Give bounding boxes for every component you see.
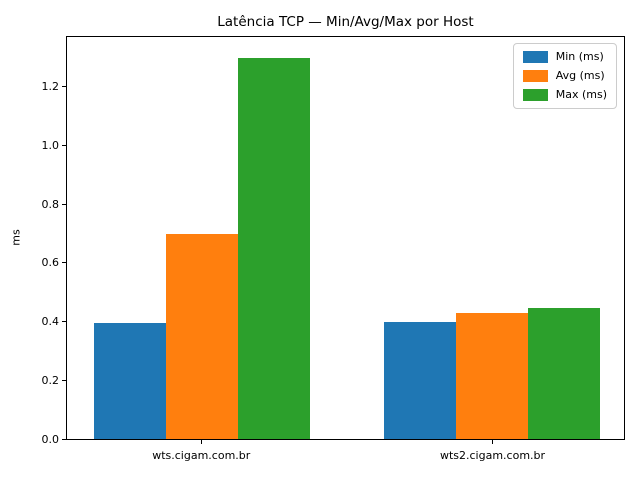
y-tick-mark	[62, 262, 66, 264]
legend-swatch-icon	[522, 89, 548, 101]
x-tick-label: wts.cigam.com.br	[152, 449, 251, 462]
chart-title: Latência TCP — Min/Avg/Max por Host	[217, 14, 474, 30]
bar-min-wts.cigam.com.br	[93, 323, 166, 439]
y-tick-label: 0.6	[41, 256, 60, 270]
legend: Min (ms) Avg (ms) Max (ms)	[512, 43, 617, 109]
legend-label: Min (ms)	[555, 50, 604, 63]
y-axis-label: ms	[9, 229, 23, 246]
y-tick-mark	[62, 438, 66, 440]
legend-label: Max (ms)	[555, 88, 607, 101]
x-tick-mark	[200, 440, 202, 444]
y-tick-mark	[62, 379, 66, 381]
bar-max-wts2.cigam.com.br	[527, 308, 600, 439]
y-tick-label: 0.4	[41, 315, 60, 329]
y-tick-label: 0.0	[41, 432, 60, 446]
bar-avg-wts2.cigam.com.br	[455, 312, 528, 439]
y-tick-label: 1.0	[41, 139, 60, 153]
legend-label: Avg (ms)	[555, 69, 605, 82]
y-tick-mark	[62, 321, 66, 323]
x-tick-mark	[492, 440, 494, 444]
legend-entry: Max (ms)	[522, 88, 607, 101]
legend-swatch-icon	[522, 70, 548, 82]
bar-min-wts2.cigam.com.br	[383, 321, 456, 439]
x-tick-label: wts2.cigam.com.br	[439, 449, 546, 462]
y-tick-label: 0.2	[41, 373, 60, 387]
legend-entry: Min (ms)	[522, 50, 607, 63]
y-tick-mark	[62, 86, 66, 88]
legend-swatch-icon	[522, 51, 548, 63]
y-tick-mark	[62, 145, 66, 147]
bar-max-wts.cigam.com.br	[237, 57, 310, 439]
y-tick-label: 0.8	[41, 197, 60, 211]
bar-avg-wts.cigam.com.br	[165, 233, 238, 439]
plot-area: Min (ms) Avg (ms) Max (ms)	[66, 36, 625, 440]
y-tick-mark	[62, 203, 66, 205]
legend-entry: Avg (ms)	[522, 69, 607, 82]
y-tick-label: 1.2	[41, 80, 60, 94]
